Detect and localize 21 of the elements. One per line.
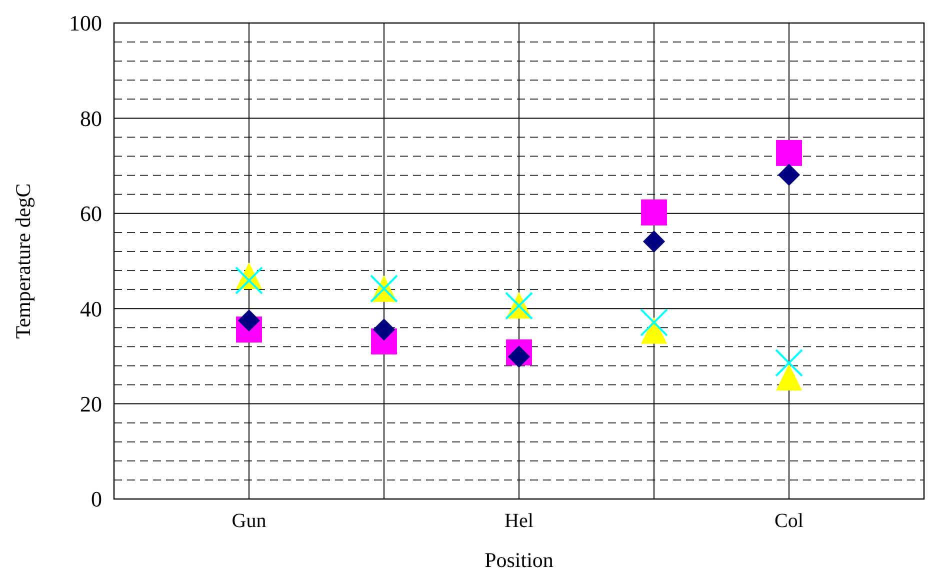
x-axis-title: Position	[484, 548, 554, 572]
point	[641, 199, 667, 226]
y-tick-label: 100	[69, 10, 102, 36]
point	[372, 318, 396, 341]
point	[776, 364, 802, 390]
point	[641, 317, 667, 344]
x-tick-label: Col	[774, 510, 804, 532]
point	[778, 164, 800, 186]
point	[640, 308, 668, 336]
point	[775, 348, 803, 377]
y-tick-label: 20	[80, 392, 102, 416]
y-tick-label: 0	[91, 486, 102, 512]
point	[642, 230, 666, 253]
y-axis-title: Temperature degC	[11, 183, 35, 339]
point	[235, 266, 263, 295]
point	[776, 140, 802, 166]
x-tick-label: Hel	[504, 510, 534, 532]
x-tick-label: Gun	[232, 510, 266, 532]
y-tick-label: 40	[80, 296, 102, 322]
y-tick-label: 60	[80, 201, 102, 226]
y-tick-label: 80	[80, 106, 102, 131]
